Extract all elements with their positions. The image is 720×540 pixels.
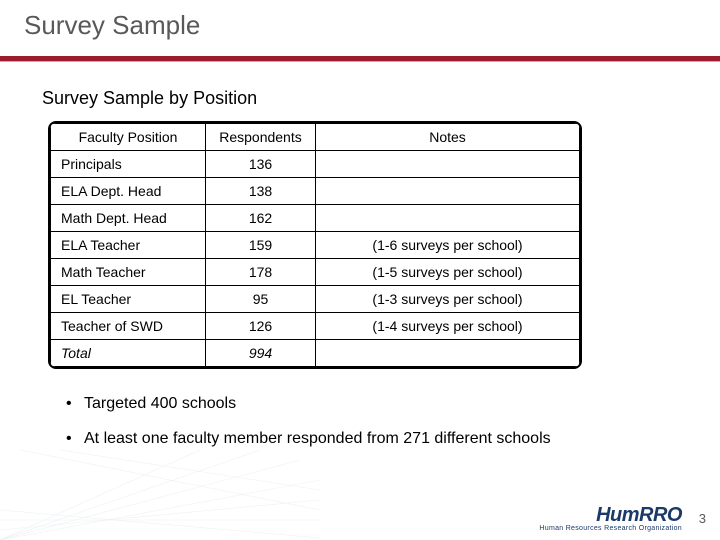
cell-respondents: 126 xyxy=(206,313,316,340)
bullet-item: Targeted 400 schools xyxy=(66,394,662,415)
content-area: Survey Sample by Position Faculty Positi… xyxy=(42,88,662,464)
cell-note: (1-5 surveys per school) xyxy=(316,259,580,286)
col-header-position: Faculty Position xyxy=(51,124,206,151)
table-header-row: Faculty Position Respondents Notes xyxy=(51,124,580,151)
title-rule xyxy=(0,56,720,61)
table-row: ELA Dept. Head 138 xyxy=(51,178,580,205)
bullet-list: Targeted 400 schools At least one facult… xyxy=(66,394,662,450)
cell-position: Teacher of SWD xyxy=(51,313,206,340)
col-header-respondents: Respondents xyxy=(206,124,316,151)
logo-main-text: HumRRO xyxy=(539,504,682,527)
cell-position: ELA Teacher xyxy=(51,232,206,259)
col-header-notes: Notes xyxy=(316,124,580,151)
cell-respondents: 178 xyxy=(206,259,316,286)
cell-position: Math Teacher xyxy=(51,259,206,286)
cell-note: (1-4 surveys per school) xyxy=(316,313,580,340)
bullet-item: At least one faculty member responded fr… xyxy=(66,429,662,450)
cell-position: EL Teacher xyxy=(51,286,206,313)
table-row: EL Teacher 95 (1-3 surveys per school) xyxy=(51,286,580,313)
table-row: Math Dept. Head 162 xyxy=(51,205,580,232)
cell-note xyxy=(316,205,580,232)
cell-note xyxy=(316,151,580,178)
logo-sub-text: Human Resources Research Organization xyxy=(539,525,682,532)
cell-respondents: 138 xyxy=(206,178,316,205)
page-number: 3 xyxy=(699,511,706,526)
cell-note: (1-6 surveys per school) xyxy=(316,232,580,259)
slide-title: Survey Sample xyxy=(0,0,720,41)
subtitle: Survey Sample by Position xyxy=(42,88,662,109)
cell-total-note xyxy=(316,340,580,367)
cell-respondents: 162 xyxy=(206,205,316,232)
table-row: ELA Teacher 159 (1-6 surveys per school) xyxy=(51,232,580,259)
data-table-wrapper: Faculty Position Respondents Notes Princ… xyxy=(48,121,582,369)
cell-total-value: 994 xyxy=(206,340,316,367)
cell-respondents: 95 xyxy=(206,286,316,313)
table-row: Principals 136 xyxy=(51,151,580,178)
cell-position: ELA Dept. Head xyxy=(51,178,206,205)
cell-position: Math Dept. Head xyxy=(51,205,206,232)
cell-note xyxy=(316,178,580,205)
logo: HumRRO Human Resources Research Organiza… xyxy=(539,504,682,532)
table-total-row: Total 994 xyxy=(51,340,580,367)
logo-part-a: Hum xyxy=(596,504,639,526)
data-table: Faculty Position Respondents Notes Princ… xyxy=(50,123,580,367)
table-row: Math Teacher 178 (1-5 surveys per school… xyxy=(51,259,580,286)
table-row: Teacher of SWD 126 (1-4 surveys per scho… xyxy=(51,313,580,340)
logo-part-b: RRO xyxy=(639,504,682,526)
cell-position: Principals xyxy=(51,151,206,178)
cell-total-label: Total xyxy=(51,340,206,367)
cell-respondents: 136 xyxy=(206,151,316,178)
cell-note: (1-3 surveys per school) xyxy=(316,286,580,313)
cell-respondents: 159 xyxy=(206,232,316,259)
